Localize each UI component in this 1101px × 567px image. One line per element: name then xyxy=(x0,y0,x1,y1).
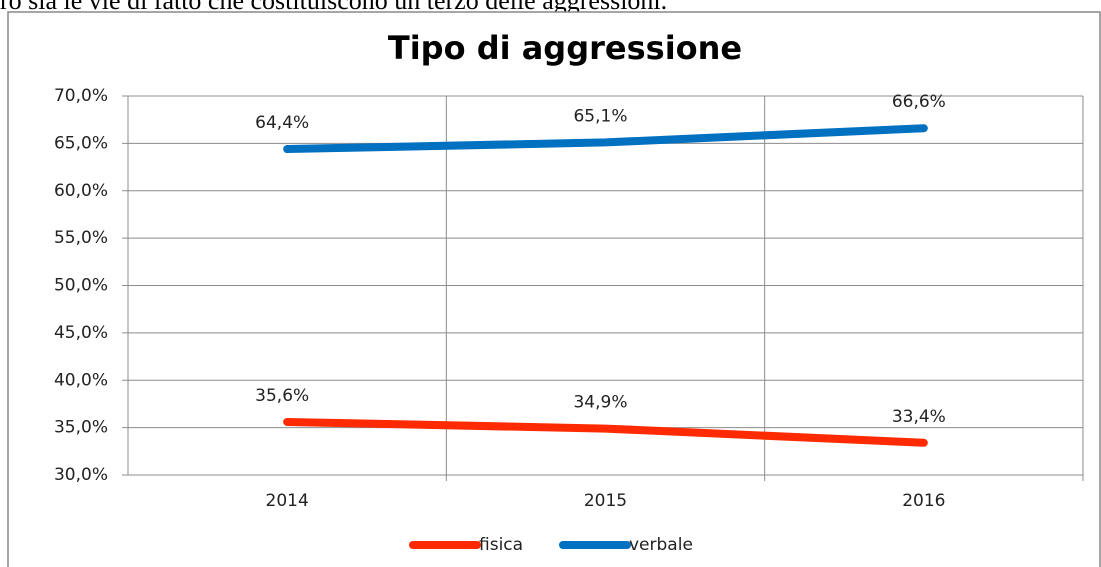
y-tick-label: 55,0% xyxy=(54,228,108,248)
data-label: 35,6% xyxy=(255,386,309,406)
x-tick-label: 2015 xyxy=(584,491,627,511)
legend-label: verbale xyxy=(629,535,693,555)
y-tick-label: 50,0% xyxy=(54,276,108,296)
x-tick-label: 2016 xyxy=(902,491,945,511)
series-line xyxy=(283,124,928,154)
data-label: 66,6% xyxy=(892,92,946,112)
data-label: 65,1% xyxy=(573,106,627,126)
y-tick-label: 70,0% xyxy=(54,86,108,106)
y-tick-label: 40,0% xyxy=(54,370,108,390)
chart-title: Tipo di aggressione xyxy=(388,29,742,67)
y-tick-label: 65,0% xyxy=(54,133,108,153)
series-line xyxy=(283,417,928,447)
x-tick-label: 2014 xyxy=(266,491,309,511)
legend-label: fisica xyxy=(479,535,523,555)
data-label: 34,9% xyxy=(573,393,627,413)
y-tick-label: 45,0% xyxy=(54,323,108,343)
y-tick-label: 35,0% xyxy=(54,418,108,438)
y-tick-label: 30,0% xyxy=(54,465,108,485)
data-label: 33,4% xyxy=(892,407,946,427)
data-label: 64,4% xyxy=(255,113,309,133)
y-tick-label: 60,0% xyxy=(54,181,108,201)
